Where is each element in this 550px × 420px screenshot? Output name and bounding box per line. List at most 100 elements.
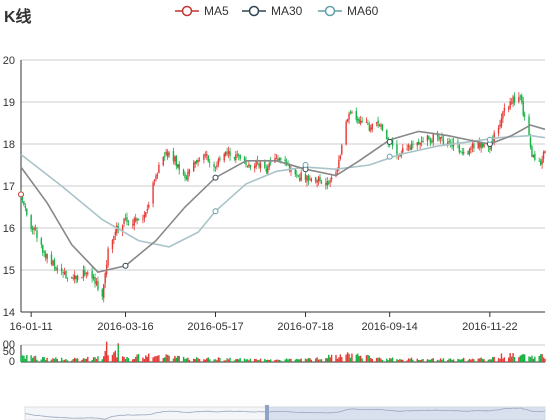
volume-bar [477,358,479,362]
volume-bar [300,358,302,362]
candle-body [325,183,327,185]
candle-body [483,144,485,148]
candle-body [368,125,371,132]
candle-body [410,144,413,150]
volume-bar [103,356,105,362]
volume-bar [213,359,215,362]
volume-bar [296,358,298,362]
candle-body [224,151,227,156]
volume-bar [259,358,262,362]
candle-body [238,155,240,156]
candle-body [412,143,414,145]
candle-body [275,158,278,160]
volume-bar [258,359,260,362]
price-tick-label: 18 [3,139,15,151]
volume-bar [361,358,363,362]
candle-body [174,156,176,162]
volume-bar [390,358,392,362]
volume-bar [432,358,434,362]
candle-body [467,150,469,155]
volume-bar [207,357,209,362]
volume-bar [267,359,269,362]
legend-swatch-marker [181,5,193,17]
volume-bar [44,360,47,362]
candle-body [531,146,533,157]
candle-body [439,137,442,139]
volume-bar [538,355,540,362]
volume-bar [371,358,373,362]
volume-bar [165,354,167,362]
volume-bar [23,355,25,362]
candle-body [539,161,542,165]
volume-bar [320,359,323,362]
volume-bar [297,359,299,362]
candle-body [328,182,330,184]
data-zoom-slider[interactable] [24,405,546,420]
volume-bar [368,355,371,362]
candle-body [438,136,440,140]
volume-bar [87,356,89,362]
volume-bar [531,355,533,362]
volume-bar [426,359,429,362]
candle-body [523,114,526,117]
candle-body [255,160,257,168]
candle-body [346,119,349,122]
volume-bar [508,357,510,362]
candle-body [26,208,28,215]
volume-bar [468,358,471,362]
candle-body [508,107,510,110]
candle-body [50,254,53,265]
candle-body [371,124,373,130]
candle-body [23,201,25,205]
volume-bar [92,357,95,362]
volume-bar [529,357,532,362]
candle-body [361,120,363,122]
volume-bar [216,360,218,362]
volume-bar [277,359,279,362]
candle-body [351,111,353,113]
candle-body [193,162,195,172]
volume-bar [142,357,144,362]
candle-body [142,219,144,220]
candle-body [124,218,127,220]
candle-body [63,271,66,275]
candle-body [532,154,535,158]
volume-bar [117,345,119,362]
volume-bar [330,354,333,362]
volume-bar [226,358,228,362]
ma30-line [20,124,546,273]
candle-body [284,159,286,162]
volume-bar [402,359,404,362]
candle-body [306,175,308,182]
volume-bar [116,357,118,362]
volume-bar [541,354,543,362]
price-tick-label: 20 [3,55,15,67]
candle-body [172,151,175,162]
candle-body [304,173,307,181]
candle-body [53,259,56,267]
candle-body [338,159,340,170]
volume-bar [521,354,523,362]
candle-body [518,96,520,102]
volume-tick-label: 0 [9,356,15,368]
candle-body [258,163,260,167]
candle-body [267,166,269,174]
volume-bar [452,359,455,362]
candle-body [34,228,37,230]
candle-body [123,218,125,224]
candle-body [480,142,482,149]
volume-bar [195,357,198,362]
candle-body [330,177,333,180]
volume-bar [268,360,270,362]
candle-body [166,151,169,158]
volume-bar [36,359,38,362]
ma30-marker [212,174,219,181]
volume-spike-bar [117,343,119,345]
volume-bar [132,359,134,362]
price-tick-label: 19 [3,97,15,109]
volume-bar [478,358,481,362]
candle-body [277,158,279,162]
candle-body [468,149,471,154]
ma5-marker [18,191,24,198]
volume-bar [471,358,474,362]
